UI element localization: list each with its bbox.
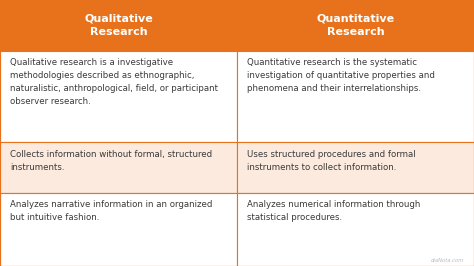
Bar bbox=[237, 142, 474, 193]
Bar bbox=[237, 0, 474, 51]
Bar bbox=[0, 0, 237, 51]
Text: Quantitative
Research: Quantitative Research bbox=[317, 14, 394, 37]
Text: Analyzes narrative information in an organized
but intuitive fashion.: Analyzes narrative information in an org… bbox=[10, 200, 213, 222]
Text: diaNota.com: diaNota.com bbox=[431, 258, 465, 263]
Text: Qualitative research is a investigative
methodologies described as ethnographic,: Qualitative research is a investigative … bbox=[10, 58, 219, 106]
Bar bbox=[0, 142, 237, 193]
Text: Analyzes numerical information through
statistical procedures.: Analyzes numerical information through s… bbox=[247, 200, 421, 222]
Text: Quantitative research is the systematic
investigation of quantitative properties: Quantitative research is the systematic … bbox=[247, 58, 435, 93]
Bar bbox=[0, 51, 237, 142]
Text: Qualitative
Research: Qualitative Research bbox=[84, 14, 153, 37]
Bar bbox=[237, 193, 474, 266]
Bar bbox=[0, 193, 237, 266]
Text: Collects information without formal, structured
instruments.: Collects information without formal, str… bbox=[10, 150, 212, 172]
Bar bbox=[237, 51, 474, 142]
Text: Uses structured procedures and formal
instruments to collect information.: Uses structured procedures and formal in… bbox=[247, 150, 416, 172]
